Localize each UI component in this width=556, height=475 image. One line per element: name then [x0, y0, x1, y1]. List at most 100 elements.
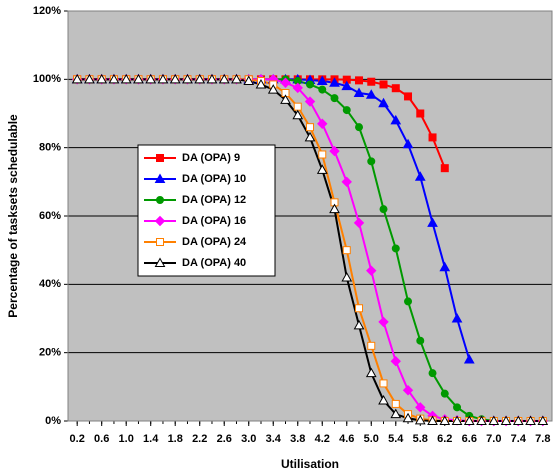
point [390, 356, 401, 367]
point [318, 85, 327, 94]
y-tick-label: 100% [33, 73, 61, 85]
point [329, 145, 340, 157]
x-tick-label: 6.6 [462, 433, 477, 445]
point [304, 96, 316, 107]
point [329, 77, 340, 87]
point [404, 297, 413, 306]
legend-label: DA (OPA) 16 [182, 215, 246, 227]
point [512, 415, 524, 425]
point [304, 131, 316, 142]
x-tick-label: 7.4 [511, 433, 527, 445]
point [414, 171, 426, 181]
point [353, 319, 365, 330]
legend-label: DA (OPA) 40 [182, 257, 246, 269]
point [453, 403, 462, 412]
point [525, 415, 536, 425]
point [378, 316, 389, 328]
point [133, 73, 144, 84]
point [280, 94, 291, 104]
y-tick-label: 20% [39, 347, 61, 359]
point [391, 399, 400, 408]
point [416, 336, 425, 345]
point [391, 244, 400, 253]
legend-marker [156, 154, 164, 162]
x-tick-label: 7.0 [486, 433, 501, 445]
point [391, 84, 400, 93]
point [463, 353, 475, 364]
x-tick-label: 4.2 [315, 433, 330, 445]
legend: DA (OPA) 9 DA (OPA) 10 DA (OPA) 12 DA (OPA)… [137, 144, 276, 277]
point [341, 271, 353, 282]
point [341, 80, 353, 91]
point [157, 73, 169, 84]
point [440, 389, 449, 398]
point [428, 369, 437, 378]
legend-marker [154, 173, 166, 183]
x-tick-label: 2.6 [217, 433, 232, 445]
point [194, 73, 206, 84]
y-axis-title: Percentage of tasksets schedulable [6, 114, 20, 318]
point [355, 76, 364, 85]
legend-marker [156, 196, 164, 204]
x-tick-label: 3.4 [266, 433, 282, 445]
point [342, 106, 351, 115]
point [416, 109, 425, 118]
point [108, 73, 120, 84]
y-tick-label: 60% [39, 210, 61, 222]
point [390, 114, 402, 125]
y-tick-label: 0% [45, 415, 61, 427]
point [317, 118, 328, 129]
point [366, 265, 377, 276]
point [427, 415, 438, 425]
point [402, 138, 414, 149]
legend-label: DA (OPA) 9 [182, 152, 240, 164]
point [402, 412, 414, 423]
point [120, 73, 132, 84]
point [451, 415, 463, 425]
point [169, 73, 181, 84]
point [316, 164, 328, 174]
point [255, 78, 267, 89]
legend-label: DA (OPA) 10 [182, 173, 246, 185]
legend-marker [154, 215, 166, 227]
legend-label: DA (OPA) 24 [182, 236, 247, 248]
point [292, 109, 304, 120]
point [415, 402, 426, 413]
point [341, 176, 352, 188]
point [367, 157, 376, 166]
point [378, 394, 389, 405]
point [428, 133, 437, 142]
legend-marker [156, 238, 164, 246]
point [318, 150, 327, 159]
point [355, 304, 364, 313]
point [439, 261, 451, 272]
point [243, 75, 255, 86]
point [488, 415, 500, 425]
plot-border [67, 10, 553, 422]
point [365, 367, 377, 378]
point [427, 217, 438, 227]
point [293, 102, 302, 111]
point [96, 73, 108, 84]
point [145, 73, 157, 84]
x-tick-label: 4.6 [339, 433, 354, 445]
point [402, 385, 414, 396]
point [537, 415, 549, 425]
point [280, 77, 291, 88]
point [365, 89, 377, 99]
point [355, 123, 364, 132]
legend-marker [154, 257, 166, 267]
point [353, 87, 365, 97]
point [390, 408, 402, 419]
legend-label: DA (OPA) 12 [182, 194, 246, 206]
point [451, 312, 463, 323]
legend-box [137, 144, 276, 277]
x-tick-label: 6.2 [437, 433, 452, 445]
point [353, 217, 365, 229]
point [182, 73, 193, 84]
point [292, 82, 303, 94]
point [476, 415, 487, 425]
x-tick-label: 1.8 [168, 433, 183, 445]
point [306, 80, 314, 89]
